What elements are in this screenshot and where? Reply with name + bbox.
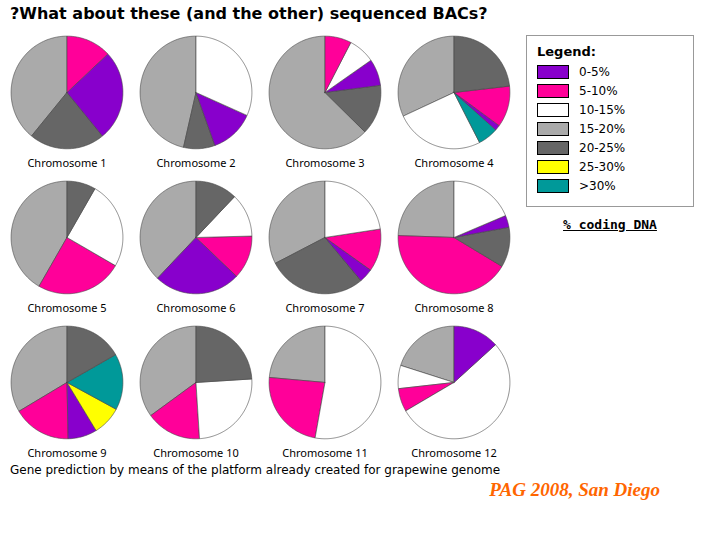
html-text:Legend:: Legend: <box>537 44 596 59</box>
svg-text:Chromosome 3: Chromosome 3 <box>285 155 364 170</box>
html-text:10-15%: 10-15% <box>579 103 626 117</box>
html-text:0-5%: 0-5% <box>579 65 610 79</box>
svg-text:Chromosome 9: Chromosome 9 <box>27 445 106 460</box>
svg-text:Chromosome 12: Chromosome 12 <box>411 445 497 460</box>
svg-text:Chromosome 10: Chromosome 10 <box>153 445 239 460</box>
svg-text:Chromosome 2: Chromosome 2 <box>156 155 235 170</box>
svg-text:Chromosome 6: Chromosome 6 <box>156 300 235 315</box>
svg-text:Chromosome 4: Chromosome 4 <box>414 155 494 170</box>
html-text:% coding DNA: % coding DNA <box>563 217 657 232</box>
svg-text:Chromosome 1: Chromosome 1 <box>27 155 106 170</box>
svg-text:Chromosome 11: Chromosome 11 <box>282 445 368 460</box>
html-text:Gene prediction by means of th: Gene prediction by means of the platform… <box>10 463 501 477</box>
html-text:>30%: >30% <box>579 179 616 193</box>
html-text:20-25%: 20-25% <box>579 141 626 155</box>
html-text:PAG 2008, San Diego: PAG 2008, San Diego <box>489 479 660 500</box>
html-text:?What about these (and the oth: ?What about these (and the other) sequen… <box>10 4 488 23</box>
html-text:15-20%: 15-20% <box>579 122 626 136</box>
html-text:25-30%: 25-30% <box>579 160 626 174</box>
html-text:5-10%: 5-10% <box>579 84 618 98</box>
svg-text:Chromosome 7: Chromosome 7 <box>285 300 364 315</box>
svg-text:Chromosome 5: Chromosome 5 <box>27 300 106 315</box>
svg-text:Chromosome 8: Chromosome 8 <box>414 300 493 315</box>
